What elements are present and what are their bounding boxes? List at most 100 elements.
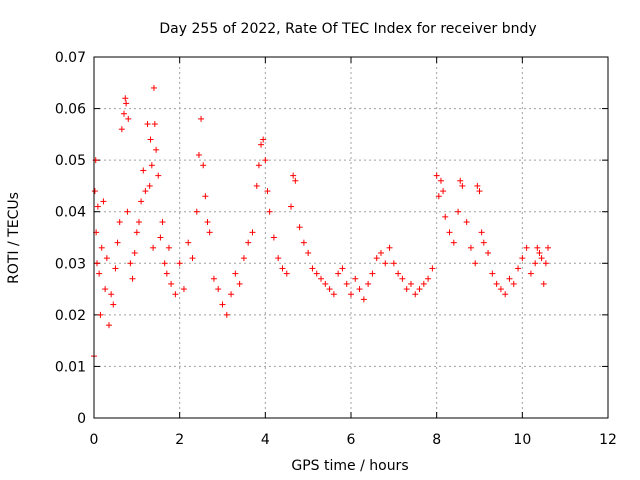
data-point (348, 291, 354, 298)
data-point (425, 275, 432, 282)
data-point (474, 182, 481, 189)
data-point (153, 146, 160, 153)
data-point (403, 286, 410, 293)
data-point (258, 141, 265, 148)
y-tick-label: 0.03 (55, 256, 86, 272)
data-point (125, 115, 132, 122)
data-point (112, 265, 119, 272)
data-point (395, 270, 402, 277)
data-point (232, 270, 239, 277)
axis-ticks: 0 0.01 0.02 0.03 0.04 0.05 0.06 0.07 0 2 4 6 8 10 12 (55, 50, 617, 448)
data-point (343, 280, 350, 287)
data-point (102, 286, 109, 293)
data-point (455, 208, 462, 215)
data-point (94, 203, 101, 210)
data-point (489, 270, 496, 277)
data-point (103, 255, 110, 262)
data-point (502, 291, 509, 298)
data-point (228, 291, 235, 298)
y-tick-label: 0.01 (55, 359, 86, 375)
data-point (204, 219, 211, 226)
data-point (420, 280, 427, 287)
data-point (476, 188, 483, 195)
data-point (335, 270, 342, 277)
data-point (150, 244, 157, 251)
data-point (93, 260, 100, 267)
data-point (91, 188, 98, 195)
data-point (148, 162, 155, 169)
data-point (195, 151, 202, 158)
data-point (140, 167, 147, 174)
data-point (309, 265, 316, 272)
data-point (135, 219, 142, 226)
data-point (122, 95, 129, 102)
data-point (240, 255, 247, 262)
data-point (457, 177, 464, 184)
data-point (172, 291, 179, 298)
data-point (318, 275, 325, 282)
data-point (270, 234, 277, 241)
y-tick-label: 0.02 (55, 308, 86, 324)
data-point (253, 182, 260, 189)
data-point (206, 229, 213, 236)
data-point (288, 203, 295, 210)
data-point (223, 311, 230, 318)
data-point (131, 249, 138, 256)
data-point (279, 265, 286, 272)
data-point (165, 244, 172, 251)
data-point (147, 136, 154, 143)
data-point (215, 286, 222, 293)
data-point (118, 126, 125, 133)
data-points (91, 84, 552, 360)
data-point (437, 177, 444, 184)
data-point (534, 244, 541, 251)
data-point (176, 260, 183, 267)
data-point (433, 172, 440, 179)
data-point (527, 270, 534, 277)
data-point (96, 270, 103, 277)
data-point (485, 249, 492, 256)
plot-frame (93, 56, 609, 419)
data-point (446, 229, 453, 236)
data-point (159, 219, 166, 226)
data-point (108, 291, 115, 298)
x-tick-label: 8 (432, 432, 441, 448)
data-point (114, 239, 121, 246)
data-point (262, 157, 269, 164)
data-point (189, 255, 196, 262)
y-tick-label: 0.06 (55, 102, 86, 118)
data-point (472, 260, 479, 267)
data-point (467, 244, 474, 251)
data-point (127, 260, 134, 267)
data-point (236, 280, 243, 287)
data-point (313, 270, 320, 277)
data-point (264, 188, 271, 195)
data-point (198, 115, 205, 122)
x-axis-label: GPS time / hours (291, 458, 408, 474)
data-point (161, 260, 168, 267)
x-tick-label: 4 (261, 432, 270, 448)
data-point (545, 244, 552, 251)
data-point (510, 280, 517, 287)
data-point (219, 301, 226, 308)
data-point (150, 84, 157, 91)
data-point (245, 239, 252, 246)
data-point (542, 260, 549, 267)
data-point (493, 280, 500, 287)
data-point (532, 260, 539, 267)
y-axis-label: ROTI / TECUs (6, 192, 22, 284)
data-point (386, 244, 393, 251)
y-tick-label: 0.05 (55, 153, 86, 169)
y-tick-label: 0.04 (55, 205, 86, 221)
data-point (356, 286, 363, 293)
data-point (365, 280, 372, 287)
data-point (330, 291, 337, 298)
data-point (146, 182, 153, 189)
data-point (450, 239, 457, 246)
data-point (210, 275, 217, 282)
data-point (275, 255, 282, 262)
y-tick-label: 0.07 (55, 50, 86, 66)
data-point (296, 224, 303, 231)
y-tick-label: 0 (77, 411, 86, 427)
